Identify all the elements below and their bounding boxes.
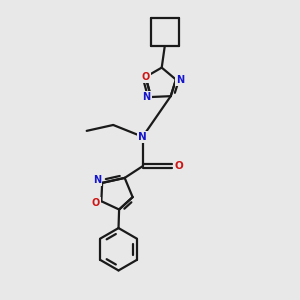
Text: O: O	[174, 161, 183, 171]
Text: N: N	[138, 132, 147, 142]
Text: N: N	[176, 75, 184, 85]
Text: O: O	[142, 72, 150, 82]
Text: N: N	[142, 92, 151, 102]
Text: N: N	[93, 175, 101, 185]
Text: O: O	[92, 198, 100, 208]
